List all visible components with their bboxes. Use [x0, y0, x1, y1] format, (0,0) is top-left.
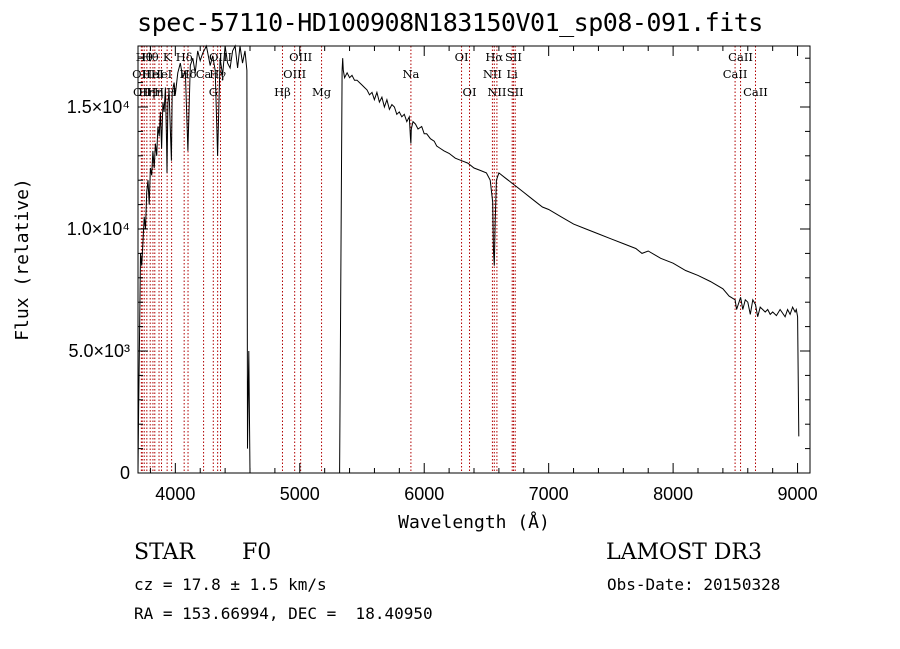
line-label: K: [163, 50, 172, 64]
object-class: STAR: [134, 540, 195, 565]
line-label: Hγ: [209, 67, 226, 81]
line-label: Mg: [312, 85, 332, 99]
line-label: Hβ: [274, 85, 291, 99]
line-label: Hα: [485, 50, 503, 64]
coordinates: RA = 153.66994, DEC = 18.40950: [134, 604, 433, 623]
line-label: H: [154, 85, 164, 99]
y-tick-label: 5.0×10³: [68, 341, 130, 361]
x-tick-label: 8000: [653, 484, 693, 504]
x-axis-label: Wavelength (Å): [398, 511, 550, 533]
line-label: Hη: [146, 85, 163, 99]
line-label: H: [167, 85, 177, 99]
line-label: Hδ: [180, 67, 197, 81]
survey-name: LAMOST DR3: [606, 540, 762, 565]
x-tick-label: 4000: [155, 484, 195, 504]
x-axis-ticks: 4000 5000 6000 7000 8000 9000: [149, 46, 818, 504]
line-label: SII: [505, 50, 522, 64]
chart-title: spec-57110-HD100908N183150V01_sp08-091.f…: [137, 8, 763, 37]
object-subclass: F0: [242, 540, 272, 565]
line-label: OI: [463, 85, 477, 99]
line-label: OIII: [283, 67, 306, 81]
line-label: G: [209, 85, 218, 99]
line-label: CaII: [723, 67, 748, 81]
y-tick-label: 0: [120, 463, 130, 483]
y-tick-label: 1.5×10⁴: [67, 97, 130, 117]
line-label: NII: [483, 67, 502, 81]
x-tick-label: 6000: [404, 484, 444, 504]
line-label: NII: [487, 85, 506, 99]
line-label: Hθ: [142, 50, 159, 64]
line-label: OII: [132, 67, 151, 81]
line-label: CaII: [743, 85, 768, 99]
line-label: HeI: [142, 67, 163, 81]
line-label: Li: [507, 67, 519, 81]
y-axis-ticks: 0 5.0×10³ 1.0×10⁴ 1.5×10⁴: [67, 57, 810, 483]
line-label: Na: [402, 67, 419, 81]
line-label: Hθ: [136, 50, 153, 64]
line-label: Hη: [138, 85, 155, 99]
x-tick-label: 9000: [778, 484, 818, 504]
line-label: OIII: [289, 50, 312, 64]
plot-frame: [137, 45, 811, 474]
x-tick-label: 5000: [280, 484, 320, 504]
line-label: Ca: [196, 67, 212, 81]
line-label: OI: [455, 50, 469, 64]
line-label: SII: [507, 85, 524, 99]
redshift-cz: cz = 17.8 ± 1.5 km/s: [134, 575, 327, 594]
obs-date: Obs-Date: 20150328: [607, 575, 781, 594]
line-label: Hδ: [176, 50, 193, 64]
y-axis-label: Flux (relative): [12, 178, 33, 341]
line-label: CaII: [728, 50, 753, 64]
line-label: HeI: [151, 67, 172, 81]
spectrum-line: [137, 44, 800, 474]
line-markers: [140, 46, 756, 473]
y-tick-label: 1.0×10⁴: [67, 219, 130, 239]
x-tick-label: 7000: [529, 484, 569, 504]
